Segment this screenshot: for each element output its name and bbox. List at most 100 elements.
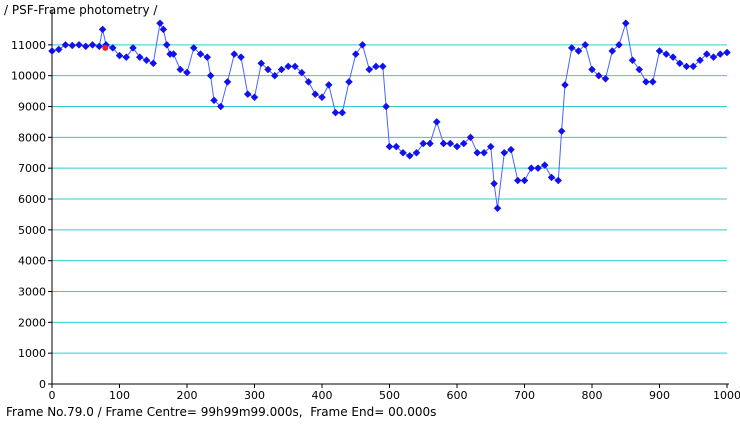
- data-point: [108, 44, 117, 52]
- data-point: [270, 71, 279, 80]
- axes: [48, 10, 729, 388]
- x-tick-label: 800: [582, 389, 603, 402]
- data-point: [601, 74, 610, 83]
- data-point: [446, 139, 455, 148]
- data-point: [635, 65, 644, 74]
- data-point: [318, 93, 326, 102]
- data-point: [223, 77, 232, 86]
- data-point: [243, 90, 252, 99]
- data-point: [648, 77, 657, 86]
- y-tick-label: 5000: [18, 224, 46, 237]
- current-frame-marker: [102, 44, 109, 51]
- data-point: [608, 47, 617, 55]
- y-tick-label: 0: [39, 378, 46, 391]
- data-point: [230, 50, 239, 58]
- data-point: [122, 53, 131, 62]
- data-point: [129, 44, 137, 52]
- data-point: [382, 102, 390, 111]
- data-point: [237, 53, 245, 62]
- data-point: [61, 40, 70, 49]
- data-point: [466, 133, 475, 142]
- data-point: [284, 62, 293, 71]
- y-tick-label: 6000: [18, 193, 46, 206]
- data-point: [419, 139, 428, 148]
- data-point: [567, 44, 576, 52]
- data-point: [88, 40, 97, 49]
- data-point: [115, 51, 124, 60]
- data-point: [557, 127, 566, 136]
- x-tick-label: 700: [514, 389, 535, 402]
- x-tick-label: 400: [312, 389, 333, 402]
- data-point: [257, 59, 266, 68]
- data-point: [162, 40, 171, 49]
- data-point: [331, 108, 340, 117]
- chart-title: / PSF-Frame photometry /: [4, 3, 158, 17]
- data-point: [358, 40, 367, 49]
- data-point: [345, 77, 353, 86]
- x-tick-label: 600: [447, 389, 468, 402]
- x-tick-label: 500: [379, 389, 400, 402]
- data-point: [574, 47, 583, 55]
- data-point: [324, 81, 333, 89]
- x-tick-label: 900: [649, 389, 670, 402]
- x-tick-label: 1000: [713, 389, 740, 402]
- data-point: [365, 65, 374, 74]
- data-point: [68, 41, 77, 50]
- y-tick-label: 3000: [18, 286, 46, 299]
- data-point: [399, 148, 407, 157]
- data-point: [351, 50, 360, 58]
- data-point: [534, 164, 542, 173]
- data-point: [206, 71, 215, 80]
- series: [48, 19, 731, 213]
- data-point: [669, 53, 677, 62]
- data-point: [709, 53, 718, 62]
- data-point: [500, 148, 509, 157]
- data-point: [250, 93, 259, 102]
- data-point: [149, 59, 158, 68]
- data-point: [547, 173, 556, 182]
- x-tick-labels: 0 100 200 300 400 500 600 700 800 900 1000: [49, 389, 740, 402]
- data-point: [216, 102, 225, 111]
- data-point: [426, 139, 434, 148]
- data-point: [581, 40, 590, 49]
- data-point: [159, 25, 168, 34]
- y-tick-label: 1000: [18, 347, 46, 360]
- data-point: [412, 148, 421, 157]
- data-point: [490, 179, 498, 188]
- data-point: [702, 50, 711, 58]
- data-point: [480, 148, 488, 157]
- data-point: [432, 118, 441, 126]
- data-point: [588, 65, 596, 74]
- data-point: [716, 50, 725, 58]
- data-point: [513, 176, 522, 185]
- data-point: [385, 142, 394, 151]
- data-point: [75, 40, 83, 49]
- data-point: [675, 59, 684, 68]
- data-point: [540, 161, 549, 169]
- highlight-point: [102, 44, 109, 51]
- data-point: [527, 164, 536, 173]
- y-tick-label: 4000: [18, 255, 46, 268]
- data-point: [621, 19, 630, 28]
- data-point: [655, 47, 664, 55]
- data-point: [453, 142, 461, 151]
- data-point: [473, 148, 482, 157]
- x-tick-label: 200: [177, 389, 198, 402]
- data-point: [210, 96, 218, 105]
- y-tick-label: 11000: [11, 39, 46, 52]
- data-point: [439, 139, 448, 148]
- data-point: [507, 145, 515, 154]
- data-point: [392, 142, 401, 151]
- data-point: [378, 62, 387, 71]
- data-point: [156, 19, 164, 28]
- data-point: [311, 90, 320, 99]
- data-point: [459, 139, 468, 148]
- y-tick-label: 8000: [18, 131, 46, 144]
- data-point: [277, 65, 286, 74]
- data-point: [291, 62, 299, 71]
- series-line: [51, 21, 728, 209]
- data-point: [561, 81, 569, 89]
- y-tick-label: 9000: [18, 101, 46, 114]
- y-tick-label: 7000: [18, 162, 46, 175]
